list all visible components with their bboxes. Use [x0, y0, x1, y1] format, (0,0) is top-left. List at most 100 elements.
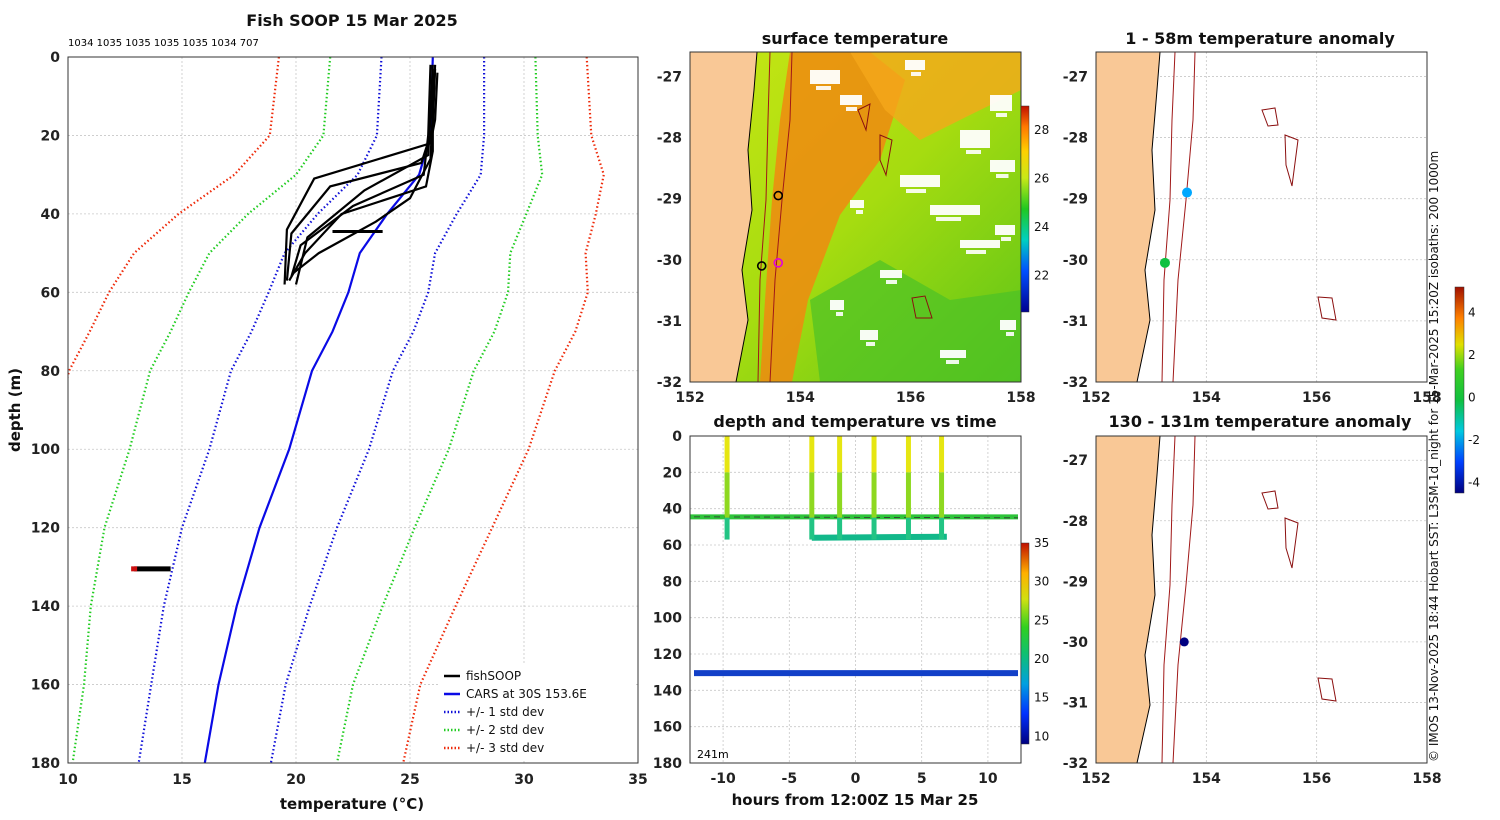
legend-label: +/- 1 std dev: [466, 705, 544, 719]
anom-surface-body: [1096, 52, 1337, 382]
colorbar-tick-label: -4: [1468, 475, 1480, 489]
colorbar-tick-label: 24: [1034, 220, 1049, 234]
y-tick-label: 140: [653, 683, 682, 699]
x-tick-label: -10: [710, 771, 736, 787]
seamount-1: [1261, 490, 1279, 510]
cloud-patch: [856, 210, 863, 214]
sst-warm-offshore: [850, 52, 1021, 140]
y-tick-label: 60: [41, 285, 61, 301]
isobath-1000: [1172, 52, 1196, 382]
x-tick-label: 10: [978, 771, 998, 787]
y-tick-label: -31: [1063, 314, 1088, 330]
cloud-patch: [840, 95, 862, 105]
std3-upper-line: [402, 57, 605, 763]
cloud-patch: [836, 312, 843, 316]
x-tick-label: 25: [400, 772, 419, 788]
y-tick-label: 40: [663, 502, 683, 518]
colorbar-tick-label: 2: [1468, 348, 1476, 362]
x-tick-label: 154: [1192, 771, 1221, 787]
surface-colorbar-ticks: 22 24 26 28: [1034, 123, 1049, 282]
y-tick-label: -31: [1063, 695, 1088, 711]
x-tick-label: 154: [1192, 390, 1221, 406]
surface-title: surface temperature: [762, 29, 949, 48]
anom-surface-frame: [1095, 51, 1428, 383]
isobath-200: [757, 52, 771, 382]
colorbar-tick-label: 4: [1468, 305, 1476, 319]
y-tick-label: -28: [1063, 131, 1088, 147]
cloud-patch: [900, 175, 940, 187]
cloud-patch: [880, 270, 902, 278]
profile-top-annotation: 1034 1035 1035 1035 1035 1034 707: [68, 38, 259, 49]
profile-legend: fishSOOP CARS at 30S 153.6E +/- 1 std dev +…: [438, 664, 634, 760]
isobath-200: [1161, 52, 1176, 382]
profile-ylabel: depth (m): [6, 368, 24, 452]
credit-text: © IMOS 13-Nov-2025 18:44 Hobart SST: L3S…: [1427, 151, 1441, 762]
timeseries-colorbar: [1020, 542, 1030, 745]
cloud-patch: [996, 174, 1009, 178]
profile-grid: [67, 56, 639, 764]
colorbar-tick-label: 20: [1034, 652, 1049, 666]
cloud-patch: [966, 150, 981, 154]
x-tick-label: 154: [786, 390, 815, 406]
circle-marker: [773, 190, 784, 201]
x-tick-label: 158: [1412, 390, 1441, 406]
surface-markers: [756, 190, 784, 271]
colorbar-tick-label: 28: [1034, 123, 1049, 137]
anom-deep-body: [1096, 436, 1337, 763]
x-tick-label: 0: [851, 771, 861, 787]
anom-deep-frame: [1095, 435, 1428, 764]
y-tick-label: -32: [1063, 756, 1088, 772]
anomaly-point: [1182, 187, 1193, 198]
y-tick-label: 0: [50, 50, 60, 66]
circle-marker: [756, 261, 767, 271]
anomaly-colorbar: [1454, 286, 1465, 494]
y-tick-label: 120: [31, 521, 60, 537]
seamount-3: [1317, 677, 1337, 702]
y-tick-label: 140: [31, 599, 60, 615]
x-tick-label: 156: [1302, 771, 1331, 787]
cloud-patch: [830, 300, 844, 310]
cars-mean-line: [203, 57, 434, 763]
std1-lower-line: [137, 57, 383, 763]
anomaly-colorbar-ticks: 4 2 0 -2 -4: [1468, 305, 1480, 489]
profile-ticks: 10 15 20 25 30 35 0 20 40 60 80 100 120 140 160 180: [31, 50, 648, 788]
profile-xlabel: temperature (°C): [280, 795, 424, 813]
x-tick-label: 5: [917, 771, 927, 787]
x-tick-label: 15: [172, 772, 191, 788]
bottom-segment: [811, 533, 947, 541]
y-tick-label: 180: [31, 756, 60, 772]
std2-lower-line: [71, 57, 332, 763]
sst-cool-region: [810, 260, 1021, 382]
cloud-patch: [996, 113, 1007, 117]
profile-panel: Fish SOOP 15 Mar 2025 1034 1035 1035 103…: [6, 11, 648, 813]
x-tick-label: 158: [1412, 771, 1441, 787]
surface-colorbar: [1020, 105, 1030, 313]
y-tick-label: -32: [1063, 375, 1088, 391]
y-tick-label: -28: [657, 131, 682, 147]
y-tick-label: 20: [41, 128, 61, 144]
y-tick-label: -27: [657, 69, 682, 85]
x-tick-label: 10: [58, 772, 78, 788]
cloud-patch: [846, 107, 857, 111]
land-australia: [690, 52, 757, 382]
fish-profile-line: [293, 64, 437, 274]
seamount-1: [857, 103, 871, 132]
reference-dashed-line: [693, 516, 1019, 519]
std3-lower-line: [68, 57, 280, 380]
surface-map-panel: surface temperature 152 154 156 158 -27 -28 -2…: [657, 29, 1050, 406]
cloud-patch: [936, 217, 961, 221]
fish-profile-line: [294, 64, 434, 285]
anom-surface-points: [1159, 187, 1193, 268]
cloud-patch: [850, 200, 864, 208]
colorbar-tick-label: 15: [1034, 691, 1049, 705]
cloud-patch: [946, 360, 959, 364]
y-tick-label: -29: [1063, 574, 1088, 590]
isobath-200: [1161, 436, 1176, 763]
isobath-1000: [769, 52, 793, 382]
fish-profile-line: [290, 64, 432, 277]
seamount-2: [1284, 134, 1299, 187]
land-australia: [1096, 436, 1160, 763]
y-tick-label: 80: [663, 574, 683, 590]
legend-box: [438, 664, 634, 760]
x-tick-label: 152: [1081, 390, 1110, 406]
